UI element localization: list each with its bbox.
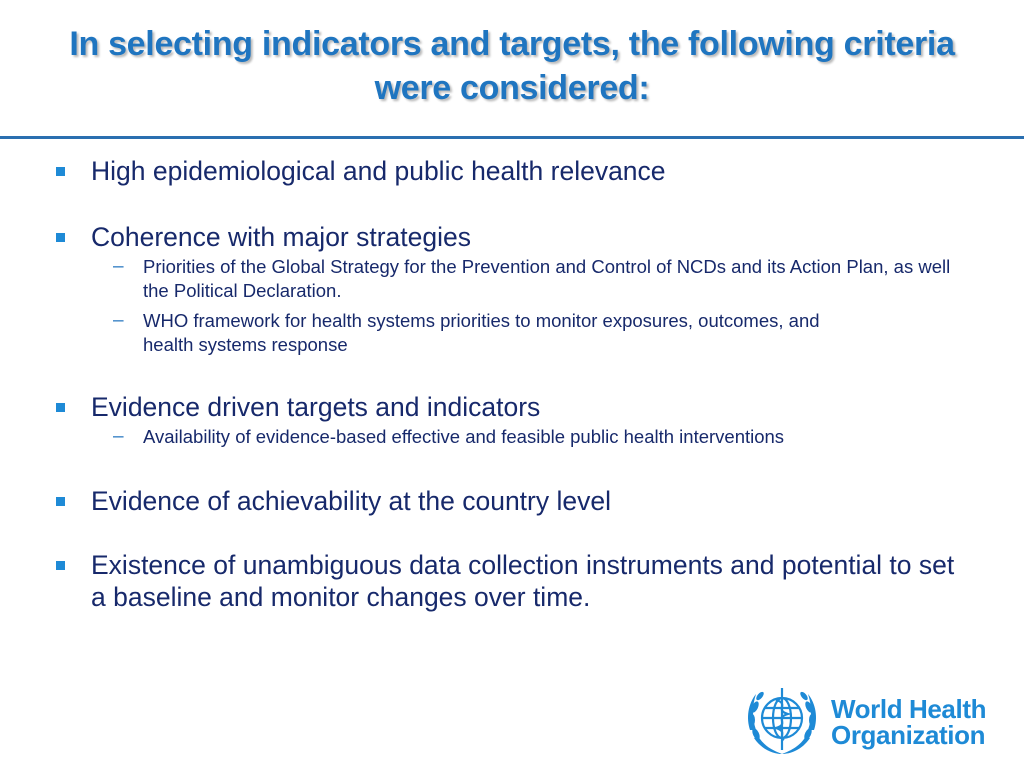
slide-title: In selecting indicators and targets, the… xyxy=(69,25,955,107)
bullet-list: High epidemiological and public health r… xyxy=(50,155,980,613)
sub-bullet-text: Priorities of the Global Strategy for th… xyxy=(143,256,951,301)
square-bullet-icon xyxy=(56,561,65,570)
sub-bullet-text: WHO framework for health systems priorit… xyxy=(143,310,820,355)
sub-bullet-text: Availability of evidence-based effective… xyxy=(143,426,785,447)
square-bullet-icon xyxy=(56,403,65,412)
sub-bullet-item: – Availability of evidence-based effecti… xyxy=(50,425,980,449)
dash-bullet-icon: – xyxy=(113,426,124,447)
bullet-item: Evidence driven targets and indicators xyxy=(50,391,980,423)
square-bullet-icon xyxy=(56,233,65,242)
title-divider xyxy=(0,136,1024,139)
bullet-text: Evidence of achievability at the country… xyxy=(91,486,611,516)
bullet-item: High epidemiological and public health r… xyxy=(50,155,980,187)
bullet-text: High epidemiological and public health r… xyxy=(91,156,666,186)
bullet-text: Existence of unambiguous data collection… xyxy=(91,550,955,612)
who-logo-text: World Health Organization xyxy=(831,696,986,748)
bullet-item: Evidence of achievability at the country… xyxy=(50,485,980,517)
bullet-text: Evidence driven targets and indicators xyxy=(91,392,541,422)
sub-bullet-item: – WHO framework for health systems prior… xyxy=(50,309,980,357)
sub-bullet-item: – Priorities of the Global Strategy for … xyxy=(50,255,980,303)
bullet-text: Coherence with major strategies xyxy=(91,222,472,252)
bullet-item: Existence of unambiguous data collection… xyxy=(50,549,980,613)
dash-bullet-icon: – xyxy=(113,310,124,331)
who-emblem-icon xyxy=(748,688,816,754)
who-logo-line2: Organization xyxy=(831,720,986,750)
square-bullet-icon xyxy=(56,497,65,506)
dash-bullet-icon: – xyxy=(113,256,124,277)
who-logo-line1: World Health xyxy=(831,694,987,724)
who-logo: World Health Organization xyxy=(742,680,992,760)
bullet-item: Coherence with major strategies xyxy=(50,221,980,253)
square-bullet-icon xyxy=(56,167,65,176)
